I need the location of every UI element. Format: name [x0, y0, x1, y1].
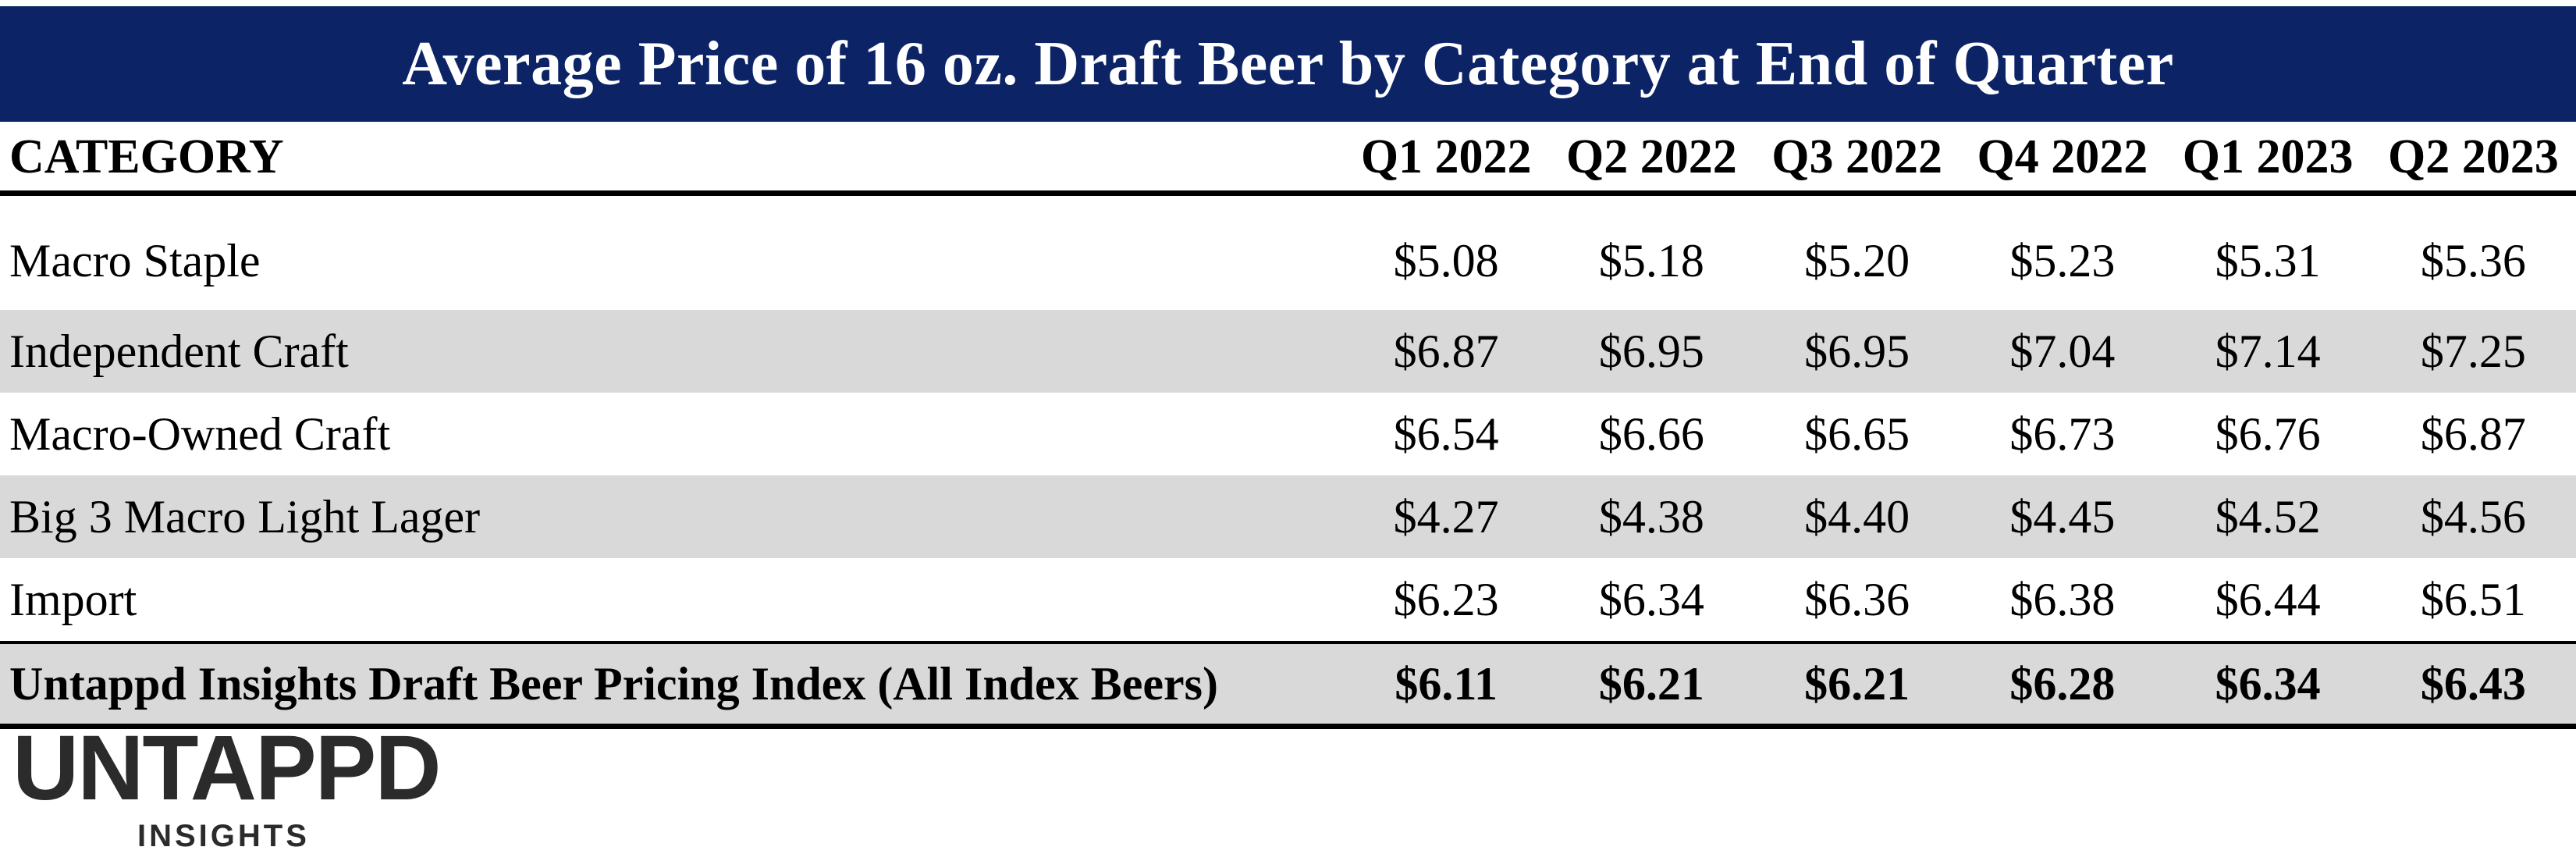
cell-value: $4.27 [1343, 475, 1549, 558]
cell-value: $6.36 [1804, 573, 1910, 625]
table-row: Independent Craft $6.87 $6.95 $6.95 $7.0… [0, 310, 2576, 393]
cell-value: $4.40 [1754, 475, 1960, 558]
cell-value: $4.52 [2165, 475, 2371, 558]
row-category: Big 3 Macro Light Lager [0, 475, 1344, 558]
column-header-q2-2022: Q2 2022 [1548, 123, 1755, 196]
cell-value: $7.14 [2165, 310, 2371, 393]
cell-value: $4.45 [1960, 475, 2166, 558]
row-category: Import [9, 573, 137, 625]
cell-value: $6.34 [1598, 573, 1704, 625]
total-cell-value: $6.11 [1343, 641, 1549, 729]
cell-value: $6.95 [1548, 310, 1755, 393]
cell-value: $5.18 [1598, 234, 1704, 286]
cell-value: $6.87 [2420, 407, 2526, 460]
table-row: Macro-Owned Craft $6.54 $6.66 $6.65 $6.7… [0, 393, 2576, 475]
cell-value: $6.51 [2420, 573, 2526, 625]
row-category: Macro-Owned Craft [9, 407, 391, 460]
cell-value: $6.38 [2009, 573, 2116, 625]
total-cell-value: $6.21 [1548, 641, 1755, 729]
column-header-q4-2022: Q4 2022 [1960, 123, 2166, 196]
untappd-insights-logo: UNTAPPD INSIGHTS [12, 717, 442, 854]
cell-value: $5.20 [1804, 234, 1910, 286]
column-header-q3-2022: Q3 2022 [1754, 123, 1960, 196]
row-category: Macro Staple [9, 234, 261, 286]
cell-value: $7.04 [1960, 310, 2166, 393]
row-category: Independent Craft [0, 310, 1344, 393]
total-cell-value: $6.34 [2165, 641, 2371, 729]
title-bar: Average Price of 16 oz. Draft Beer by Ca… [0, 6, 2576, 122]
cell-value: $6.66 [1598, 407, 1704, 460]
total-cell-value: $6.21 [1754, 641, 1960, 729]
cell-value: $7.25 [2370, 310, 2576, 393]
total-row: Untappd Insights Draft Beer Pricing Inde… [0, 641, 2576, 729]
cell-value: $6.76 [2215, 407, 2321, 460]
table-row: Big 3 Macro Light Lager $4.27 $4.38 $4.4… [0, 475, 2576, 558]
table-row: Import $6.23 $6.34 $6.36 $6.38 $6.44 $6.… [0, 558, 2576, 642]
total-cell-value: $6.43 [2370, 641, 2576, 729]
cell-value: $6.73 [2009, 407, 2116, 460]
cell-value: $4.56 [2370, 475, 2576, 558]
cell-value: $6.65 [1804, 407, 1910, 460]
cell-value: $5.36 [2420, 234, 2526, 286]
column-header-category: CATEGORY [0, 123, 1344, 196]
chart-title: Average Price of 16 oz. Draft Beer by Ca… [402, 29, 2174, 98]
price-table: CATEGORY Q1 2022 Q2 2022 Q3 2022 Q4 2022… [0, 123, 2576, 729]
cell-value: $4.38 [1548, 475, 1755, 558]
cell-value: $5.23 [2009, 234, 2116, 286]
total-cell-value: $6.28 [1960, 641, 2166, 729]
table-row: Macro Staple $5.08 $5.18 $5.20 $5.23 $5.… [0, 194, 2576, 311]
cell-value: $6.95 [1754, 310, 1960, 393]
total-row-category: Untappd Insights Draft Beer Pricing Inde… [0, 641, 1344, 729]
cell-value: $5.08 [1393, 234, 1499, 286]
cell-value: $5.31 [2215, 234, 2321, 286]
header-row: CATEGORY Q1 2022 Q2 2022 Q3 2022 Q4 2022… [0, 123, 2576, 196]
column-header-q1-2022: Q1 2022 [1343, 123, 1549, 196]
column-header-q2-2023: Q2 2023 [2370, 123, 2576, 196]
logo-wordmark: UNTAPPD [12, 717, 442, 820]
cell-value: $6.87 [1343, 310, 1549, 393]
cell-value: $6.23 [1393, 573, 1499, 625]
cell-value: $6.54 [1393, 407, 1499, 460]
column-header-q1-2023: Q1 2023 [2165, 123, 2371, 196]
logo-subtitle: INSIGHTS [137, 819, 310, 853]
cell-value: $6.44 [2215, 573, 2321, 625]
